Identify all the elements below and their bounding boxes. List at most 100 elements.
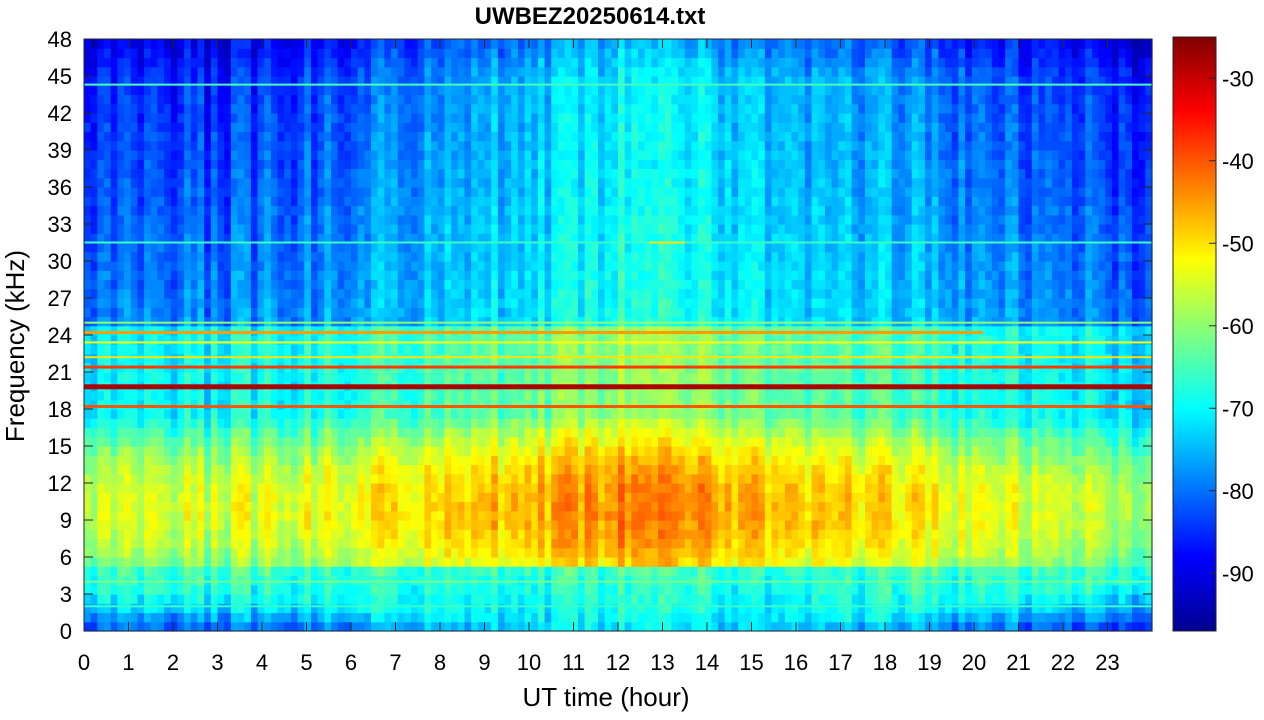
heatmap-cell [391,390,399,401]
heatmap-cell [144,372,152,382]
heatmap-cell [471,279,479,290]
heatmap-cell [270,353,279,364]
heatmap-cell [537,316,546,327]
heatmap-cell [357,57,365,68]
heatmap-cell [90,510,98,521]
heatmap-cell [97,242,105,253]
heatmap-cell [384,66,392,77]
heatmap-cell [397,557,405,567]
heatmap-cell [477,612,486,623]
heatmap-cell [310,113,319,123]
heatmap-cell [117,150,125,160]
heatmap-cell [477,418,486,429]
heatmap-cell [444,594,452,604]
heatmap-cell [177,187,185,197]
heatmap-cell [84,566,92,577]
heatmap-cell [531,140,539,151]
heatmap-cell [351,529,359,540]
heatmap-cell [310,66,319,77]
heatmap-cell [437,409,446,419]
heatmap-cell [177,455,185,466]
heatmap-cell [444,113,452,123]
heatmap-cell [204,205,212,216]
heatmap-cell [230,159,239,170]
heatmap-cell [137,122,145,133]
heatmap-cell [224,307,232,318]
heatmap-cell [237,335,245,345]
heatmap-cell [110,594,118,604]
heatmap-cell [457,57,466,68]
heatmap-cell [164,473,172,484]
heatmap-cells [84,39,1153,632]
heatmap-cell [230,122,239,133]
heatmap-cell [210,547,219,558]
heatmap-cell [244,288,252,299]
heatmap-cell [544,316,552,327]
heatmap-cell [90,48,98,59]
heatmap-cell [557,196,566,207]
heatmap-cell [157,353,165,364]
heatmap-cell [170,418,179,429]
heatmap-cell [237,510,245,521]
heatmap-cell [537,261,546,271]
heatmap-cell [544,575,552,586]
heatmap-cell [210,66,219,77]
heatmap-cell [531,76,539,86]
heatmap-cell [250,103,259,114]
heatmap-cell [397,140,405,151]
heatmap-cell [317,270,325,281]
heatmap-cell [337,103,345,114]
heatmap-cell [557,353,566,364]
heatmap-cell [371,233,379,244]
heatmap-cell [431,603,439,614]
heatmap-cell [404,288,412,299]
heatmap-cell [104,464,112,475]
heatmap-cell [217,473,225,484]
heatmap-cell [277,390,285,401]
heatmap-cell [297,455,305,466]
heatmap-cell [257,520,265,530]
heatmap-cell [391,177,399,188]
heatmap-cell [431,85,439,96]
heatmap-cell [577,538,586,549]
heatmap-cell [411,131,419,142]
heatmap-cell [324,335,332,345]
heatmap-cell [471,418,479,429]
heatmap-cell [377,307,385,318]
heatmap-cell [417,270,426,281]
heatmap-cell [544,307,552,318]
heatmap-cell [384,594,392,604]
heatmap-cell [531,353,539,364]
heatmap-cell [217,344,225,355]
heatmap-cell [384,103,392,114]
heatmap-cell [250,214,259,225]
heatmap-cell [124,187,132,197]
heatmap-cell [591,316,599,327]
heatmap-cell [324,584,332,595]
heatmap-cell [204,279,212,290]
heatmap-cell [297,288,305,299]
heatmap-cell [444,150,452,160]
heatmap-cell [217,390,225,401]
heatmap-cell [337,575,345,586]
heatmap-cell [304,501,312,512]
heatmap-cell [230,39,239,49]
heatmap-cell [351,612,359,623]
heatmap-cell [324,455,332,466]
heatmap-cell [377,39,385,49]
heatmap-cell [344,483,352,493]
heatmap-cell [424,57,432,68]
heatmap-cell [104,48,112,59]
heatmap-cell [484,288,492,299]
heatmap-cell [317,214,325,225]
heatmap-cell [224,66,232,77]
heatmap-cell [130,399,138,410]
heatmap-cell [250,372,259,382]
heatmap-cell [250,187,259,197]
heatmap-cell [597,372,606,382]
heatmap-cell [290,224,299,234]
heatmap-cell [584,409,592,419]
heatmap-cell [431,187,439,197]
heatmap-cell [284,557,292,567]
heatmap-cell [237,140,245,151]
